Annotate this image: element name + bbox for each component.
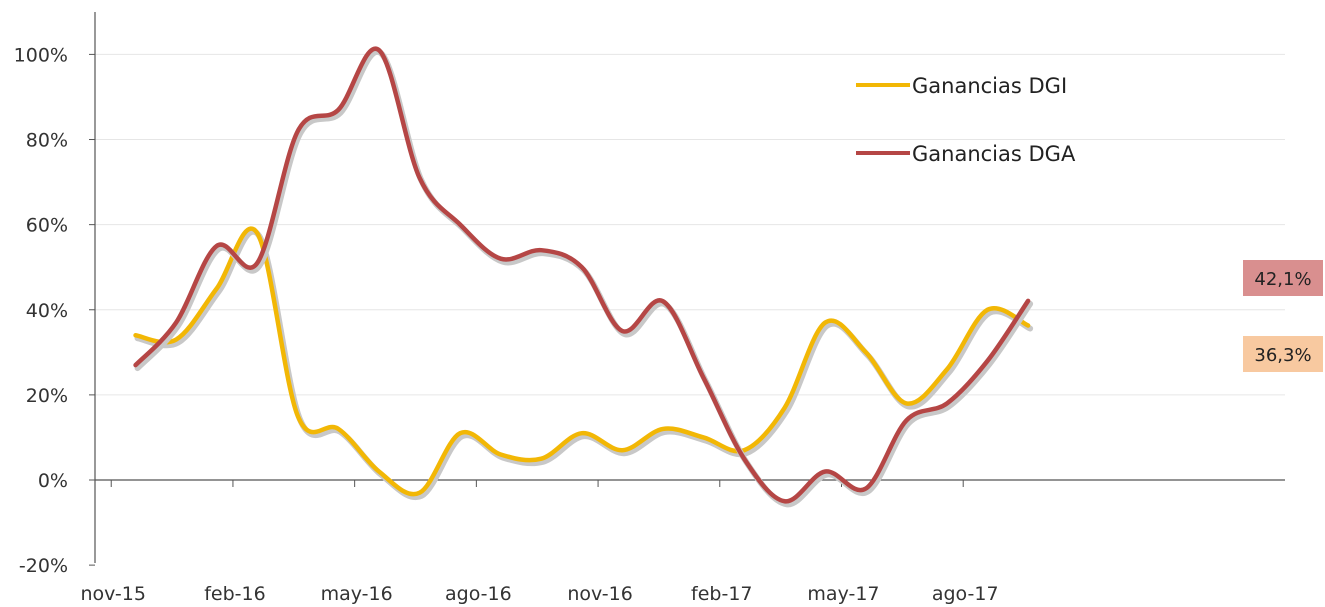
y-tick-label: -20%	[19, 555, 68, 577]
x-tick-label: nov-16	[567, 583, 632, 605]
x-tick-label: feb-17	[691, 583, 752, 605]
legend: Ganancias DGI Ganancias DGA	[856, 74, 1076, 166]
end-label-dga: 42,1%	[1254, 269, 1311, 290]
end-label-dgi: 36,3%	[1254, 345, 1311, 366]
x-tick-label: ago-16	[445, 583, 512, 605]
x-tick-label: may-17	[807, 583, 879, 605]
y-tick-label: 20%	[26, 385, 68, 407]
y-tick-label: 0%	[38, 470, 68, 492]
x-tick-label: may-16	[321, 583, 393, 605]
end-labels: 36,3% 42,1%	[1243, 260, 1323, 372]
x-axis-ticks: nov-15 feb-16 may-16 ago-16 nov-16 feb-17 may-…	[81, 480, 999, 605]
legend-label-dga: Ganancias DGA	[912, 142, 1076, 166]
series-lines	[133, 46, 1034, 508]
series-line-dga	[133, 46, 1031, 504]
series-line-dgi	[133, 226, 1031, 497]
y-axis-ticks: 100% 80% 60% 40% 20% 0% -20%	[14, 44, 95, 577]
axes	[94, 12, 1285, 563]
x-tick-label: nov-15	[81, 583, 146, 605]
x-tick-label: ago-17	[932, 583, 999, 605]
end-label-box-dga	[1243, 260, 1323, 296]
y-tick-label: 100%	[14, 44, 68, 66]
x-tick-label: feb-16	[204, 583, 265, 605]
y-tick-label: 80%	[26, 130, 68, 152]
end-label-box-dgi	[1243, 336, 1323, 372]
y-tick-label: 60%	[26, 215, 68, 237]
y-tick-label: 40%	[26, 300, 68, 322]
legend-label-dgi: Ganancias DGI	[912, 74, 1067, 98]
